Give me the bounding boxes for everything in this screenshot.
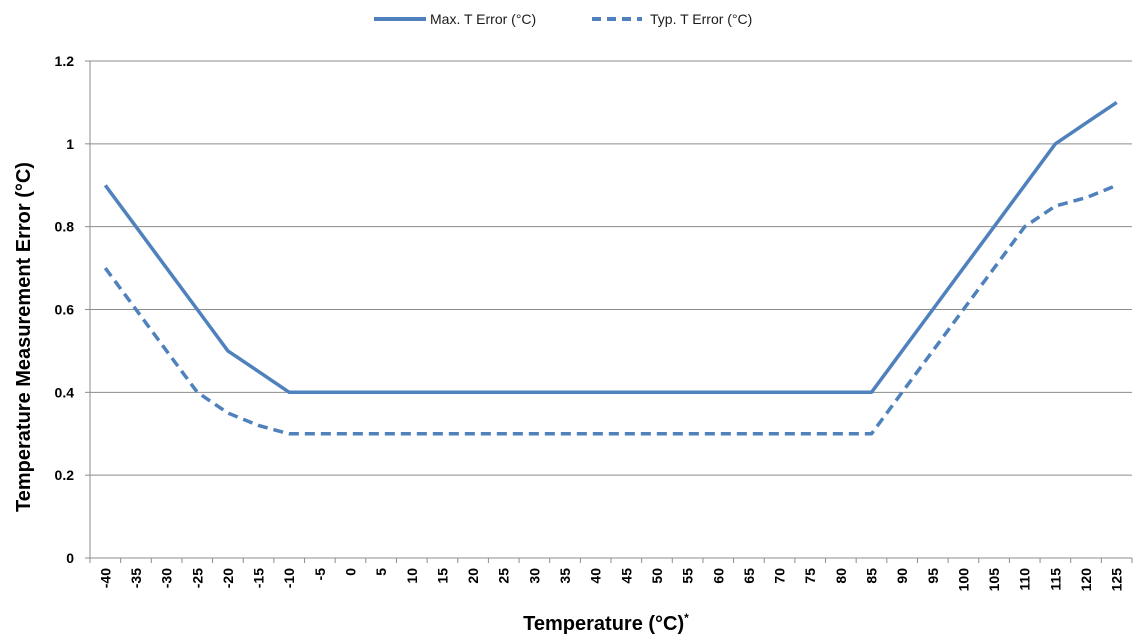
x-tick-label: 105 bbox=[986, 568, 1002, 592]
x-axis-label: Temperature (°C)* bbox=[523, 611, 689, 635]
x-tick-labels: -40 -35 -30 -25 -20 -15 -10 -5 0 5 10 15 20 25 30 35 40 4… bbox=[97, 568, 1124, 592]
x-tick-label: 20 bbox=[465, 568, 481, 584]
x-tick-label: 110 bbox=[1017, 568, 1033, 591]
y-tick-label: 0.2 bbox=[55, 467, 75, 483]
legend: Max. T Error (°C) Typ. T Error (°C) bbox=[374, 11, 752, 27]
x-tick-label: 15 bbox=[434, 568, 450, 584]
x-tick-label: -30 bbox=[159, 568, 175, 588]
x-tick-label: 85 bbox=[864, 568, 880, 584]
gridlines bbox=[85, 60, 1132, 559]
x-tick-label: -25 bbox=[189, 568, 205, 588]
x-tick-label: 80 bbox=[833, 568, 849, 584]
x-tick-label: 60 bbox=[710, 568, 726, 584]
x-axis-label-text: Temperature (°C) bbox=[523, 613, 684, 635]
x-tick-label: -15 bbox=[251, 568, 267, 588]
y-axis-label: Temperature Measurement Error (°C) bbox=[13, 162, 35, 512]
y-tick-label: 0.4 bbox=[55, 384, 75, 400]
legend-label-typ: Typ. T Error (°C) bbox=[650, 11, 752, 27]
x-tick-label: 95 bbox=[925, 568, 941, 584]
x-tick-label: 65 bbox=[741, 568, 757, 584]
y-tick-label: 1 bbox=[66, 136, 74, 152]
x-tick-label: 75 bbox=[802, 568, 818, 584]
x-tick-label: 125 bbox=[1109, 568, 1125, 592]
axes bbox=[89, 61, 1133, 563]
series-line-typ-error bbox=[103, 183, 1118, 436]
x-tick-label: -10 bbox=[281, 568, 297, 588]
x-tick-label: 90 bbox=[894, 568, 910, 584]
x-tick-label: 45 bbox=[618, 568, 634, 584]
y-tick-label: 1.2 bbox=[55, 53, 75, 69]
x-tick-label: -40 bbox=[97, 568, 113, 588]
series-lines bbox=[103, 100, 1118, 436]
y-tick-label: 0.6 bbox=[55, 302, 75, 318]
x-tick-label: 30 bbox=[526, 568, 542, 584]
x-tick-label: 70 bbox=[772, 568, 788, 584]
x-tick-label: -35 bbox=[128, 568, 144, 588]
y-tick-labels: 0 0.2 0.4 0.6 0.8 1 1.2 bbox=[55, 53, 75, 566]
x-tick-label: 10 bbox=[404, 568, 420, 584]
y-tick-label: 0.8 bbox=[55, 219, 75, 235]
series-line-max-error bbox=[103, 100, 1118, 395]
x-tick-label: 0 bbox=[343, 568, 359, 576]
x-tick-label: 5 bbox=[373, 568, 389, 576]
legend-label-max: Max. T Error (°C) bbox=[430, 11, 536, 27]
x-tick-label: 40 bbox=[588, 568, 604, 584]
x-tick-label: 115 bbox=[1047, 568, 1063, 591]
x-tick-label: 25 bbox=[496, 568, 512, 584]
x-tick-label: -20 bbox=[220, 568, 236, 588]
x-tick-label: 120 bbox=[1078, 568, 1094, 592]
y-tick-label: 0 bbox=[66, 550, 74, 566]
x-tick-label: -5 bbox=[312, 568, 328, 581]
x-tick-label: 55 bbox=[680, 568, 696, 584]
x-tick-label: 50 bbox=[649, 568, 665, 584]
x-axis-label-asterisk: * bbox=[684, 611, 689, 625]
x-tick-label: 35 bbox=[557, 568, 573, 584]
x-tick-label: 100 bbox=[955, 568, 971, 592]
